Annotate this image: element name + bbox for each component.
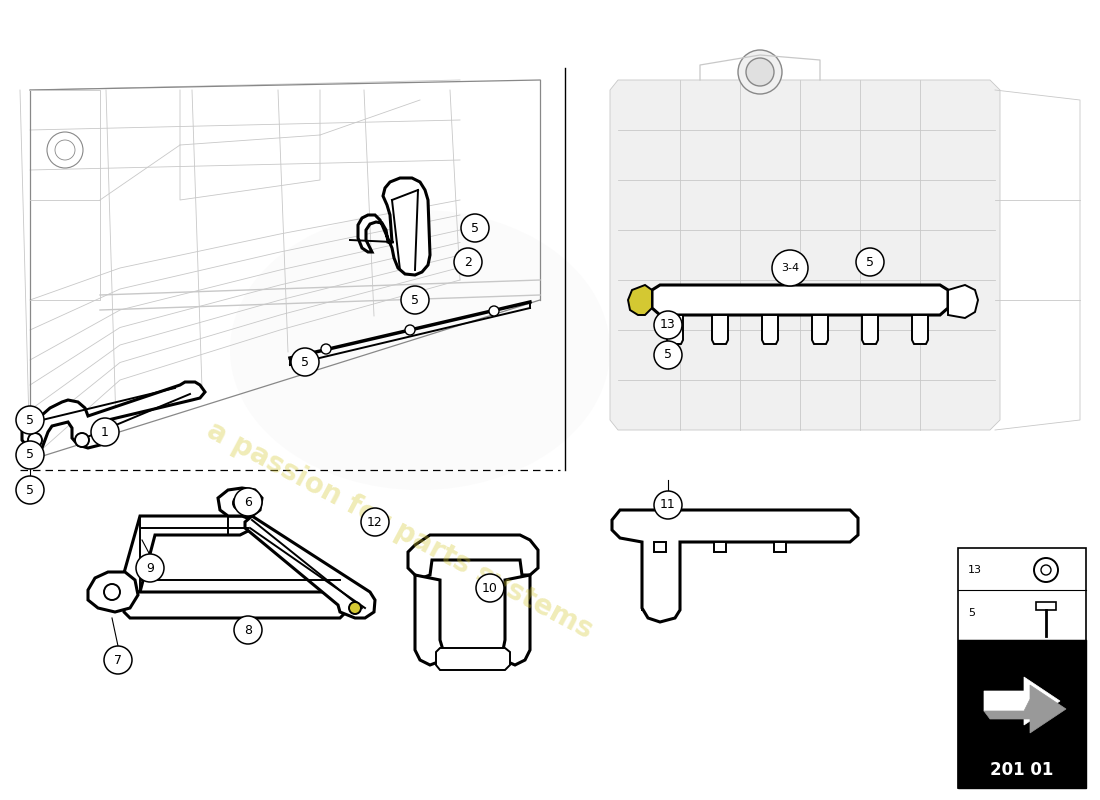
Circle shape [104, 584, 120, 600]
Circle shape [654, 491, 682, 519]
Polygon shape [984, 685, 1066, 733]
Circle shape [234, 616, 262, 644]
Text: 7: 7 [114, 654, 122, 666]
Circle shape [654, 311, 682, 339]
Text: 5: 5 [664, 349, 672, 362]
Polygon shape [218, 488, 262, 516]
Bar [774, 542, 786, 552]
Circle shape [461, 214, 490, 242]
Polygon shape [712, 315, 728, 344]
Text: 3-4: 3-4 [781, 263, 799, 273]
Circle shape [361, 508, 389, 536]
Text: 13: 13 [660, 318, 675, 331]
Circle shape [746, 58, 774, 86]
Circle shape [16, 476, 44, 504]
Circle shape [654, 341, 682, 369]
Polygon shape [652, 285, 948, 315]
Polygon shape [358, 178, 430, 275]
Polygon shape [948, 285, 978, 318]
Text: 5: 5 [26, 483, 34, 497]
Circle shape [234, 488, 262, 516]
Text: 6: 6 [244, 495, 252, 509]
Text: 10: 10 [482, 582, 498, 594]
Polygon shape [812, 315, 828, 344]
Bar [654, 542, 666, 552]
Polygon shape [88, 572, 138, 612]
Circle shape [454, 248, 482, 276]
Circle shape [738, 50, 782, 94]
Text: 5: 5 [301, 355, 309, 369]
Circle shape [402, 286, 429, 314]
Circle shape [476, 574, 504, 602]
Polygon shape [408, 535, 538, 578]
Circle shape [1034, 558, 1058, 582]
Polygon shape [22, 382, 205, 450]
Ellipse shape [645, 170, 996, 430]
Circle shape [136, 554, 164, 582]
Polygon shape [612, 510, 858, 622]
Polygon shape [245, 516, 375, 618]
Circle shape [55, 140, 75, 160]
Circle shape [321, 344, 331, 354]
Polygon shape [436, 648, 510, 670]
Text: 2: 2 [464, 255, 472, 269]
Polygon shape [610, 80, 1000, 430]
Text: 11: 11 [660, 498, 675, 511]
Text: 1: 1 [101, 426, 109, 438]
Circle shape [292, 348, 319, 376]
Circle shape [856, 248, 884, 276]
Circle shape [233, 496, 248, 510]
Circle shape [28, 433, 42, 447]
Polygon shape [122, 516, 252, 592]
Text: 13: 13 [968, 565, 982, 575]
Text: 5: 5 [26, 414, 34, 426]
Polygon shape [628, 285, 652, 315]
Circle shape [47, 132, 82, 168]
Text: 9: 9 [146, 562, 154, 574]
Text: 8: 8 [244, 623, 252, 637]
Text: 12: 12 [367, 515, 383, 529]
Circle shape [16, 441, 44, 469]
Polygon shape [415, 575, 443, 665]
Circle shape [16, 406, 44, 434]
Circle shape [772, 250, 808, 286]
Circle shape [91, 418, 119, 446]
Polygon shape [862, 315, 878, 344]
Circle shape [405, 325, 415, 335]
Polygon shape [124, 592, 346, 618]
Circle shape [490, 306, 499, 316]
Circle shape [349, 602, 361, 614]
Bar [714, 542, 726, 552]
Polygon shape [762, 315, 778, 344]
Bar [958, 548, 1086, 788]
Polygon shape [1036, 602, 1056, 610]
Polygon shape [503, 575, 530, 665]
Polygon shape [912, 315, 928, 344]
Circle shape [75, 433, 89, 447]
Ellipse shape [230, 210, 610, 490]
Polygon shape [984, 677, 1060, 725]
Text: 5: 5 [26, 449, 34, 462]
Circle shape [104, 646, 132, 674]
Text: 5: 5 [968, 608, 975, 618]
Text: 5: 5 [471, 222, 478, 234]
Text: 5: 5 [411, 294, 419, 306]
Polygon shape [667, 315, 683, 344]
Circle shape [1041, 565, 1050, 575]
Bar [958, 640, 1086, 788]
Text: a passion for parts systems: a passion for parts systems [202, 416, 597, 644]
Text: 5: 5 [866, 255, 874, 269]
Text: 201 01: 201 01 [990, 761, 1054, 779]
